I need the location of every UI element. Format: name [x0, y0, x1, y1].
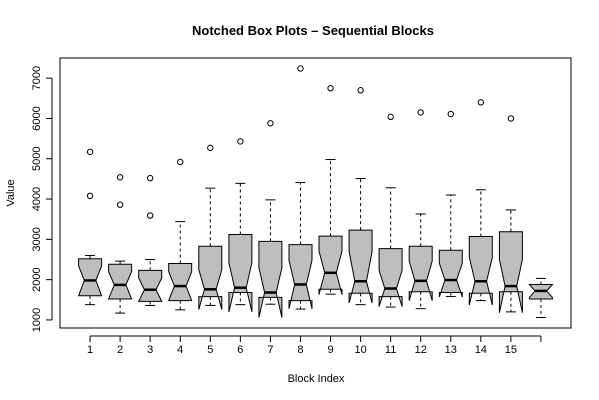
x-tick-label: 8 [297, 344, 303, 356]
x-tick-label: 14 [475, 344, 487, 356]
box-13 [438, 110, 463, 298]
box-16 [528, 277, 554, 319]
outlier-point [417, 109, 424, 116]
box-body [258, 240, 283, 318]
box-body [198, 245, 223, 310]
outlier-point [86, 192, 94, 200]
x-tick-label: 2 [117, 344, 123, 356]
outlier-point [477, 99, 485, 106]
box-body [438, 249, 463, 298]
x-tick-label: 12 [415, 344, 427, 356]
box-body [167, 263, 193, 302]
outlier-point [207, 144, 214, 152]
box-body [137, 269, 163, 302]
box-1 [77, 148, 103, 306]
x-tick-label: 1 [87, 344, 93, 356]
outlier-point [116, 201, 124, 208]
box-body [318, 235, 343, 295]
outlier-point [327, 85, 334, 92]
x-tick-label: 4 [177, 344, 183, 356]
box-11 [378, 113, 403, 308]
y-axis: 1000 2000 3000 4000 5000 6000 7000 [31, 66, 53, 332]
x-tick-label: 5 [207, 344, 213, 356]
y-tick-label: 5000 [31, 147, 43, 171]
y-tick-label: 7000 [31, 66, 43, 90]
box-12 [408, 109, 433, 310]
x-tick-label: 15 [505, 344, 517, 356]
x-tick-label: 10 [354, 344, 366, 356]
x-tick-label: 9 [327, 344, 333, 356]
outlier-point [447, 110, 454, 118]
x-axis-label: Block Index [288, 373, 345, 385]
y-tick-label: 2000 [31, 267, 43, 291]
box-8 [288, 65, 313, 310]
box-5 [198, 144, 223, 310]
x-axis: 1 2 3 4 5 6 7 8 9 10 11 12 13 14 15 [87, 335, 542, 356]
outlier-point [86, 148, 94, 156]
box-6 [228, 138, 253, 313]
box-body [408, 245, 433, 301]
y-axis-label: Value [5, 179, 17, 206]
box-9 [318, 85, 343, 295]
box-body [468, 236, 493, 306]
x-tick-label: 7 [267, 344, 273, 356]
box-body [107, 263, 133, 300]
box-body [498, 231, 523, 313]
x-tick-label: 6 [237, 344, 243, 356]
plot-frame [59, 57, 572, 329]
outlier-point [387, 113, 394, 121]
box-body [288, 244, 313, 309]
box-body [378, 248, 403, 307]
box-body [348, 229, 373, 304]
x-tick-label: 3 [147, 344, 153, 356]
boxes-group [77, 65, 554, 319]
outlier-point [146, 174, 154, 182]
y-tick-label: 4000 [31, 187, 43, 211]
box-15 [498, 115, 523, 313]
box-3 [137, 174, 163, 306]
box-7 [258, 120, 283, 318]
box-2 [107, 174, 133, 314]
outlier-point [177, 158, 184, 166]
box-10 [348, 87, 373, 306]
box-body [228, 234, 253, 313]
box-14 [468, 99, 493, 306]
outlier-point [297, 65, 304, 72]
x-tick-label: 13 [445, 344, 457, 356]
y-tick-label: 6000 [31, 106, 43, 130]
outlier-point [146, 212, 154, 219]
outlier-point [237, 138, 244, 145]
outlier-point [357, 87, 364, 94]
outlier-point [507, 115, 515, 122]
chart-title: Notched Box Plots – Sequential Blocks [192, 23, 434, 38]
outlier-point [116, 174, 124, 181]
outlier-point [267, 120, 274, 127]
box-body [77, 258, 103, 297]
y-tick-label: 3000 [31, 227, 43, 251]
x-tick-label: 11 [385, 344, 396, 356]
y-tick-label: 1000 [31, 308, 43, 332]
box-4 [167, 158, 193, 311]
